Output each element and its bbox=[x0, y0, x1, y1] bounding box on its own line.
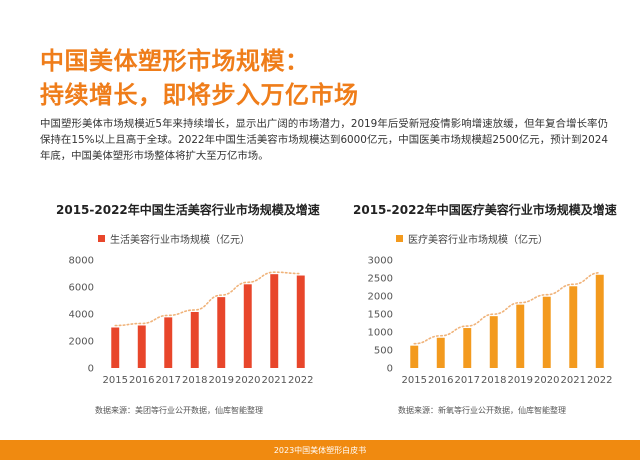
chart-title-medical-beauty: 2015-2022年中国医疗美容行业市场规模及增速 bbox=[353, 203, 617, 217]
y-tick-label: 6000 bbox=[69, 283, 94, 294]
x-tick-label: 2018 bbox=[481, 375, 506, 386]
x-tick-label: 2021 bbox=[561, 375, 586, 386]
footer-bar: 2023中国美体塑形白皮书 bbox=[0, 440, 640, 460]
x-tick-label: 2016 bbox=[428, 375, 453, 386]
x-tick-label: 2022 bbox=[587, 375, 612, 386]
x-tick-label: 2015 bbox=[402, 375, 427, 386]
y-tick-label: 4000 bbox=[69, 310, 94, 321]
page-title: 中国美体塑形市场规模： 持续增长，即将步入万亿市场 bbox=[40, 44, 359, 112]
lifestyle-trend-line bbox=[114, 271, 302, 327]
lifestyle-bar-2019 bbox=[217, 297, 226, 368]
medical-bar-2016 bbox=[436, 337, 445, 368]
legend-label: 医疗美容行业市场规模（亿元） bbox=[408, 235, 548, 246]
legend-label: 生活美容行业市场规模（亿元） bbox=[110, 235, 250, 246]
x-tick-label: 2016 bbox=[129, 375, 154, 386]
x-tick-label: 2018 bbox=[182, 375, 207, 386]
medical-bar-2019 bbox=[516, 304, 525, 368]
x-tick-label: 2015 bbox=[103, 375, 128, 386]
source-note-lifestyle: 数据来源：美团等行业公开数据，仙库智能整理 bbox=[95, 406, 263, 415]
y-tick-label: 0 bbox=[387, 364, 393, 375]
legend-swatch bbox=[98, 235, 105, 242]
y-tick-label: 2000 bbox=[368, 292, 393, 303]
lifestyle-bar-2016 bbox=[137, 325, 146, 368]
lifestyle-bar-2017 bbox=[164, 317, 173, 368]
y-tick-label: 500 bbox=[374, 346, 393, 357]
y-tick-label: 2000 bbox=[69, 337, 94, 348]
medical-bar-2021 bbox=[569, 286, 578, 368]
lifestyle-bar-2018 bbox=[190, 311, 199, 368]
title-line-2: 持续增长，即将步入万亿市场 bbox=[40, 81, 359, 109]
source-note-medical: 数据来源：新氧等行业公开数据，仙库智能整理 bbox=[398, 406, 566, 415]
y-tick-label: 2500 bbox=[368, 274, 393, 285]
y-tick-label: 0 bbox=[88, 364, 94, 375]
y-tick-label: 3000 bbox=[368, 256, 393, 267]
x-tick-label: 2019 bbox=[209, 375, 234, 386]
x-tick-label: 2017 bbox=[156, 375, 181, 386]
medical-trend-line bbox=[413, 271, 601, 345]
lifestyle-bar-2022 bbox=[296, 275, 305, 368]
footer-text: 2023中国美体塑形白皮书 bbox=[273, 445, 367, 455]
medical-bar-2018 bbox=[489, 316, 498, 368]
medical-bar-2017 bbox=[463, 328, 472, 368]
lifestyle-bar-2015 bbox=[111, 327, 120, 368]
chart-title-lifestyle-beauty: 2015-2022年中国生活美容行业市场规模及增速 bbox=[56, 203, 320, 217]
medical-bar-2020 bbox=[542, 296, 551, 368]
x-tick-label: 2021 bbox=[262, 375, 287, 386]
x-tick-label: 2019 bbox=[508, 375, 533, 386]
legend-medical-beauty: 医疗美容行业市场规模（亿元） bbox=[396, 231, 548, 246]
y-tick-label: 1500 bbox=[368, 310, 393, 321]
x-tick-label: 2017 bbox=[455, 375, 480, 386]
x-tick-label: 2022 bbox=[288, 375, 313, 386]
legend-swatch bbox=[396, 235, 403, 242]
medical-bar-2015 bbox=[410, 345, 419, 368]
chart-medical-beauty: 0 500 1000 1500 2000 2500 3000 2015 2016 2017 2018… bbox=[368, 256, 613, 387]
y-tick-label: 1000 bbox=[368, 328, 393, 339]
x-tick-label: 2020 bbox=[235, 375, 260, 386]
lifestyle-bar-2020 bbox=[243, 284, 252, 368]
title-line-1: 中国美体塑形市场规模： bbox=[40, 47, 310, 75]
y-tick-label: 8000 bbox=[69, 256, 94, 267]
medical-bar-2022 bbox=[595, 274, 604, 368]
lifestyle-bar-2021 bbox=[270, 274, 279, 368]
intro-paragraph: 中国塑形美体市场规模近5年来持续增长，显示出广阔的市场潜力，2019年后受新冠疫… bbox=[40, 118, 608, 162]
legend-lifestyle-beauty: 生活美容行业市场规模（亿元） bbox=[98, 231, 250, 246]
x-tick-label: 2020 bbox=[534, 375, 559, 386]
